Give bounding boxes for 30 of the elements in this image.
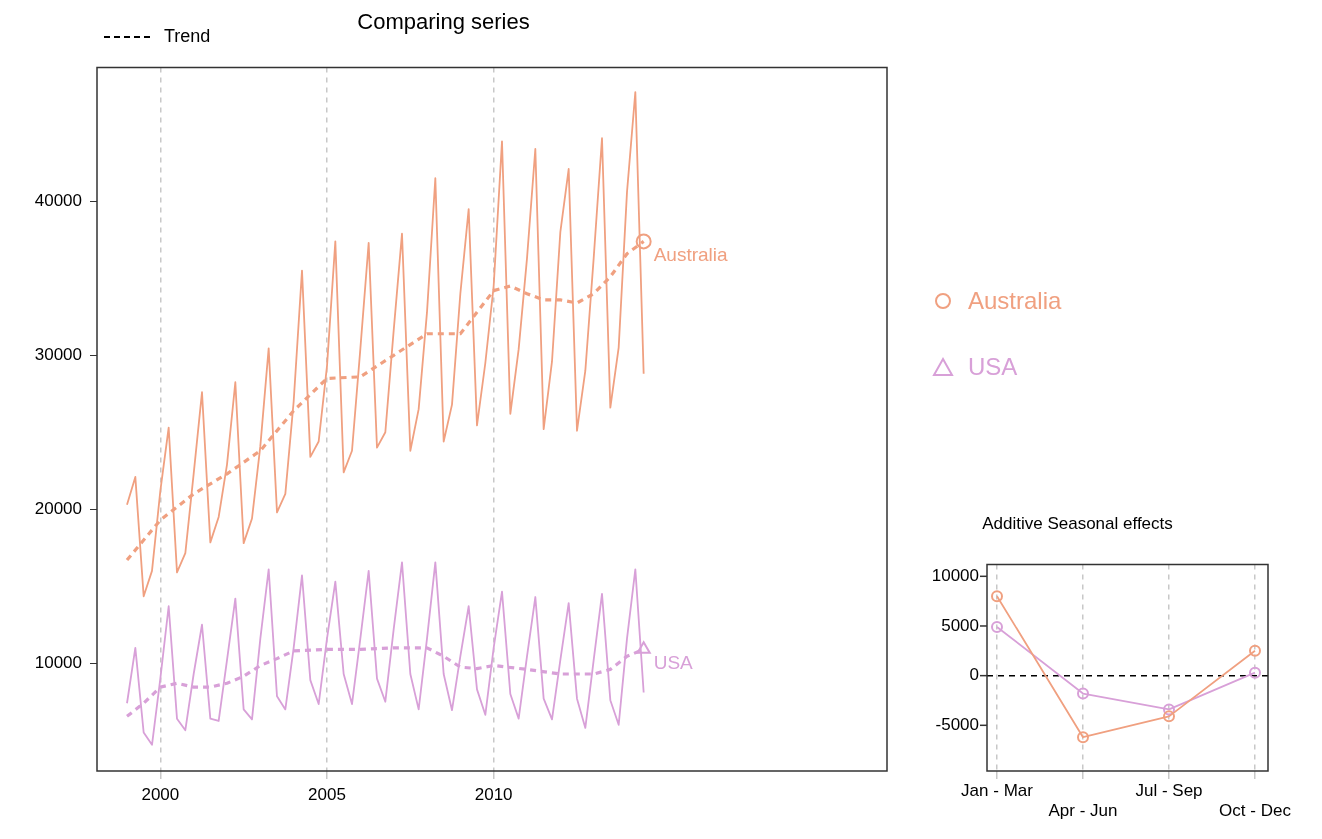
y-tick-label: 40000 [34, 191, 82, 211]
legend-label: USA [968, 353, 1018, 381]
point [1163, 703, 1175, 716]
y-tick-label: 10000 [931, 566, 979, 586]
legend-label: Australia [968, 287, 1062, 315]
point [991, 590, 1003, 603]
x-tick-label: Apr - Jun [1048, 801, 1118, 821]
x-tick-label: 2005 [308, 784, 346, 804]
point [1077, 731, 1089, 744]
y-tick-label: 10000 [34, 652, 82, 672]
point [1249, 644, 1261, 657]
y-tick-label: -5000 [935, 715, 979, 734]
point [1077, 687, 1089, 700]
x-tick-label: Jul - Sep [1135, 780, 1203, 800]
y-tick-label: 20000 [34, 498, 82, 518]
chart-title: Additive Seasonal effects [982, 513, 1173, 533]
text: Australia [653, 243, 728, 265]
chart-title: Comparing series [357, 9, 530, 35]
text: Trend [164, 26, 211, 47]
y-tick-label: 5000 [941, 615, 979, 635]
y-tick-label: 30000 [34, 344, 82, 364]
x-tick-label: 2010 [474, 784, 513, 804]
point [991, 620, 1003, 633]
x-tick-label: Jan - Mar [961, 780, 1034, 800]
y-tick-label: 0 [969, 665, 979, 685]
point [1249, 666, 1261, 679]
text: USA [653, 651, 693, 673]
x-tick-label: 2000 [141, 784, 180, 804]
x-tick-label: Oct - Dec [1219, 801, 1292, 821]
point [1163, 710, 1175, 723]
